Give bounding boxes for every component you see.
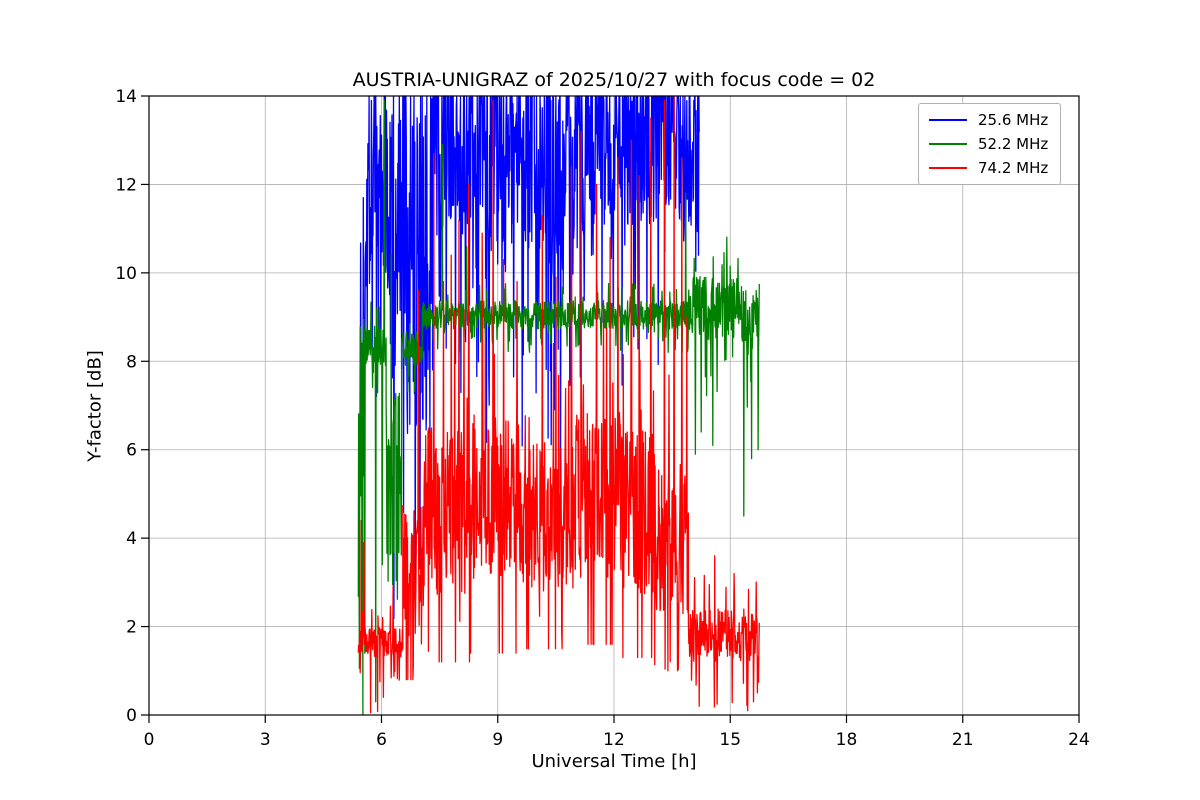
x-tick-label: 9 — [492, 730, 503, 750]
x-tick-label: 3 — [260, 730, 271, 750]
legend-line-swatch-blue — [929, 119, 967, 121]
legend-entry: 74.2 MHz — [929, 160, 1048, 176]
x-tick-label: 12 — [603, 730, 625, 750]
legend-line-swatch-red — [929, 167, 967, 169]
series-line-52.2-MHz — [357, 99, 760, 716]
y-tick-label: 2 — [126, 618, 137, 638]
legend-label: 74.2 MHz — [978, 159, 1049, 177]
chart-title: AUSTRIA-UNIGRAZ of 2025/10/27 with focus… — [352, 69, 876, 91]
legend-label: 25.6 MHz — [978, 111, 1049, 129]
x-tick-label: 15 — [719, 730, 741, 750]
legend-line-swatch-green — [929, 143, 967, 145]
y-tick-label: 6 — [126, 441, 137, 461]
x-tick-label: 6 — [376, 730, 387, 750]
x-tick-label: 0 — [144, 730, 155, 750]
y-tick-label: 4 — [126, 529, 137, 549]
x-tick-label: 18 — [836, 730, 858, 750]
series-line-25.6-MHz — [359, 95, 700, 620]
legend-label: 52.2 MHz — [978, 135, 1049, 153]
y-tick-label: 12 — [115, 175, 137, 195]
y-tick-label: 14 — [115, 87, 137, 107]
y-tick-label: 8 — [126, 352, 137, 372]
legend-entry: 52.2 MHz — [929, 136, 1048, 152]
x-axis-label: Universal Time [h] — [531, 751, 697, 772]
x-tick-label: 21 — [952, 730, 974, 750]
legend-entry: 25.6 MHz — [929, 112, 1048, 128]
x-tick-label: 24 — [1068, 730, 1090, 750]
legend: 25.6 MHz 52.2 MHz 74.2 MHz — [918, 103, 1062, 185]
series-line-74.2-MHz — [357, 95, 760, 714]
y-tick-label: 10 — [115, 264, 137, 284]
y-tick-label: 0 — [126, 706, 137, 726]
